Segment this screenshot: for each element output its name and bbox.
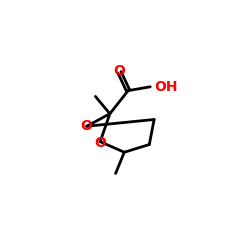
Text: O: O [94, 136, 106, 149]
Text: O: O [114, 64, 126, 78]
Text: OH: OH [154, 80, 178, 94]
Text: O: O [80, 119, 92, 133]
